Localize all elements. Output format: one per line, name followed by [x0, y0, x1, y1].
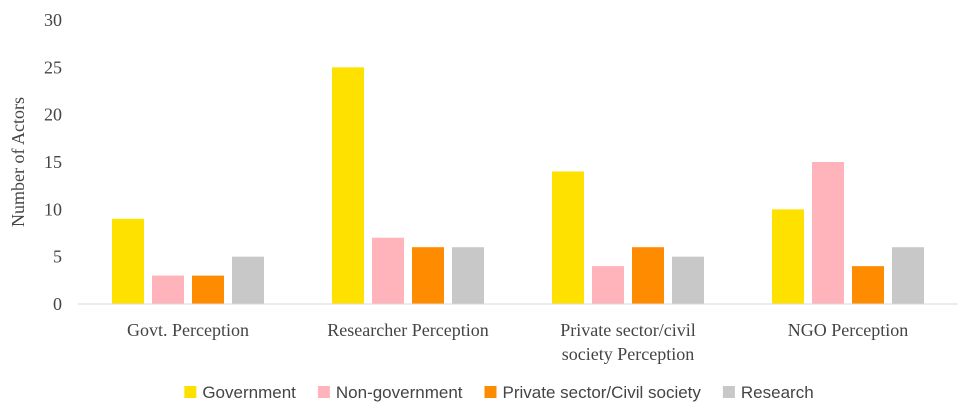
category-label: Researcher Perception — [327, 320, 488, 340]
bar — [192, 275, 224, 304]
bar — [892, 247, 924, 304]
legend-swatch — [722, 386, 735, 398]
bar — [772, 209, 804, 304]
bar — [452, 247, 484, 304]
legend-item: Private sector/Civil society — [484, 383, 702, 402]
bar — [852, 266, 884, 304]
legend-swatch — [184, 386, 197, 398]
bar — [112, 218, 144, 304]
category-labels: Govt. Perception Researcher Perception Pri… — [127, 320, 908, 364]
legend-swatch — [484, 386, 497, 398]
bar — [632, 247, 664, 304]
y-axis-title: Number of Actors — [8, 97, 28, 227]
bar — [152, 275, 184, 304]
legend-label: Research — [741, 383, 814, 402]
bar — [812, 162, 844, 304]
legend-swatch — [317, 386, 330, 398]
y-tick-label: 5 — [53, 247, 62, 267]
legend-item: Research — [722, 383, 814, 402]
y-tick-label: 25 — [44, 57, 62, 77]
legend-label: Government — [202, 383, 296, 402]
bar — [232, 256, 264, 304]
category-label: society Perception — [562, 344, 694, 364]
bar — [412, 247, 444, 304]
bar — [332, 67, 364, 304]
legend-label: Private sector/Civil society — [503, 383, 702, 402]
legend-item: Government — [184, 383, 296, 402]
bar — [672, 256, 704, 304]
y-tick-label: 30 — [44, 10, 62, 30]
bar — [372, 237, 404, 304]
legend-label: Non-government — [336, 383, 463, 402]
legend: Government Non-government Private sector/C… — [184, 383, 814, 402]
y-tick-label: 20 — [44, 105, 62, 125]
y-tick-label: 15 — [44, 152, 62, 172]
y-axis: 0 5 10 15 20 25 30 — [44, 10, 62, 314]
bar — [592, 266, 624, 304]
legend-item: Non-government — [317, 383, 463, 402]
category-label: Govt. Perception — [127, 320, 249, 340]
y-tick-label: 0 — [53, 294, 62, 314]
y-tick-label: 10 — [44, 199, 62, 219]
bars — [112, 67, 924, 304]
bar — [552, 171, 584, 304]
category-label: Private sector/civil — [560, 320, 695, 340]
category-label: NGO Perception — [788, 320, 908, 340]
